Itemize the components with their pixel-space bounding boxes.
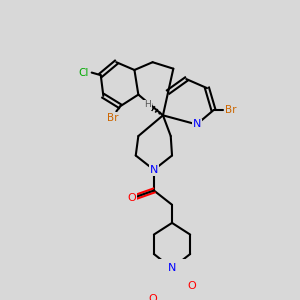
Text: N: N: [150, 165, 158, 175]
Text: H: H: [144, 100, 151, 109]
Text: N: N: [168, 263, 176, 273]
Text: Br: Br: [107, 113, 118, 123]
Text: O: O: [187, 281, 196, 291]
Text: O: O: [128, 193, 136, 203]
Text: N: N: [193, 119, 201, 129]
Text: Cl: Cl: [79, 68, 89, 78]
Text: O: O: [148, 294, 157, 300]
Text: Br: Br: [225, 105, 236, 115]
